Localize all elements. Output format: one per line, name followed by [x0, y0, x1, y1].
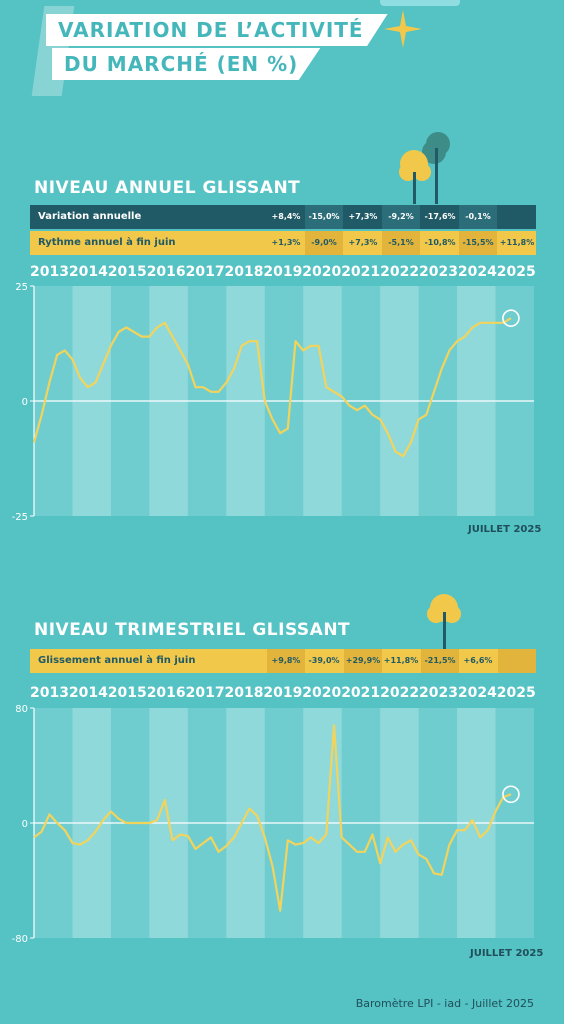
quarterly-year-label: 2016: [146, 685, 186, 701]
annual-section-title: NIVEAU ANNUEL GLISSANT: [34, 178, 301, 198]
credit-footer: Baromètre LPI - iad - Juillet 2025: [355, 997, 534, 1010]
annual-year-label: 2022: [380, 264, 420, 280]
annual-variation-2020: -15,0%: [305, 205, 343, 229]
quarterly-year-label: 2014: [68, 685, 108, 701]
annual-year-label: 2025: [496, 264, 536, 280]
annual-variation-2024: -0,1%: [459, 205, 497, 229]
annual-y-tick-label: 0: [22, 397, 28, 408]
trees-icon: [399, 132, 450, 204]
annual-year-label: 2015: [107, 264, 147, 280]
annual-row-rythme-label: Rythme annuel à fin juin: [38, 237, 176, 248]
annual-rythme-2021: +7,3%: [348, 238, 378, 247]
quarterly-value-2023: -21,5%: [421, 649, 459, 673]
top-accent-bar: [380, 0, 460, 6]
annual-year-label: 2014: [68, 264, 108, 280]
quarterly-year-label: 2022: [380, 685, 420, 701]
quarterly-year-band: [380, 708, 419, 938]
annual-rythme-2019: +1,3%: [271, 238, 301, 247]
annual-year-band: [457, 286, 496, 516]
quarterly-year-label: 2017: [185, 685, 225, 701]
annual-date-note: JUILLET 2025: [468, 524, 542, 535]
annual-rythme-2020: -9,0%: [305, 231, 343, 255]
annual-year-band: [380, 286, 419, 516]
annual-years-row: 2013 2014 2015 2016 2017 2018 2019 2020 2021 2022…: [30, 260, 536, 284]
quarterly-year-label: 2023: [419, 685, 458, 701]
quarterly-year-label: 2025: [496, 685, 536, 701]
annual-variation-2023: -17,6%: [424, 212, 456, 221]
annual-y-tick-label: -25: [12, 512, 28, 523]
annual-variation-2025: [498, 205, 536, 229]
annual-rythme-2022: -5,1%: [382, 231, 420, 255]
quarterly-year-label: 2018: [224, 685, 264, 701]
annual-variation-2019: +8,4%: [271, 212, 301, 221]
annual-year-label: 2020: [302, 264, 342, 280]
title-line-1: VARIATION DE L’ACTIVITÉ: [46, 14, 388, 46]
quarterly-year-band: [226, 708, 265, 938]
quarterly-year-band: [72, 708, 111, 938]
annual-plot-area: [34, 286, 534, 516]
quarterly-years-row: 2013 2014 2015 2016 2017 2018 2019 2020 2021 2022…: [30, 681, 536, 705]
quarterly-value-2025: [498, 649, 536, 673]
annual-variation-2021: +7,3%: [348, 212, 378, 221]
annual-year-label: 2023: [419, 264, 458, 280]
annual-row-variation-label: Variation annuelle: [38, 211, 142, 222]
annual-year-band: [303, 286, 342, 516]
quarterly-value-2019: +9,8%: [267, 649, 305, 673]
quarterly-value-2020: -39,0%: [308, 656, 340, 665]
annual-year-label: 2013: [30, 264, 69, 280]
annual-rythme-2024: -15,5%: [459, 231, 497, 255]
quarterly-section-title: NIVEAU TRIMESTRIEL GLISSANT: [34, 620, 351, 640]
annual-rythme-2025: +11,8%: [499, 238, 535, 247]
quarterly-last-point-marker: [502, 785, 520, 804]
quarterly-row-glissement: Glissement annuel à fin juin +9,8% -39,0…: [30, 649, 536, 673]
annual-last-point-marker: [502, 309, 520, 328]
quarterly-year-label: 2013: [30, 685, 69, 701]
quarterly-year-label: 2019: [263, 685, 303, 701]
annual-year-label: 2021: [341, 264, 381, 280]
quarterly-row-label: Glissement annuel à fin juin: [38, 655, 196, 666]
quarterly-year-label: 2021: [341, 685, 381, 701]
quarterly-year-band: [149, 708, 188, 938]
quarterly-y-tick-label: -80: [12, 934, 28, 945]
annual-year-label: 2018: [224, 264, 264, 280]
quarterly-value-2024: +6,6%: [463, 656, 493, 665]
quarterly-value-2022: +11,8%: [383, 656, 419, 665]
annual-year-band: [149, 286, 188, 516]
annual-year-band: [72, 286, 111, 516]
annual-rythme-2023: -10,8%: [424, 238, 456, 247]
title-line-2: DU MARCHÉ (EN %): [52, 48, 321, 80]
sparkle-icon: [384, 10, 422, 48]
quarterly-y-tick-label: 80: [15, 704, 28, 715]
annual-row-variation: Variation annuelle +8,4% -15,0% +7,3% -9…: [30, 205, 536, 229]
quarterly-year-band: [457, 708, 496, 938]
annual-year-label: 2019: [263, 264, 303, 280]
annual-y-tick-label: 25: [15, 282, 28, 293]
quarterly-y-tick-label: 0: [22, 819, 28, 830]
quarterly-date-note: JUILLET 2025: [470, 948, 544, 959]
annual-row-rythme: Rythme annuel à fin juin +1,3% -9,0% +7,…: [30, 231, 536, 255]
annual-year-label: 2016: [146, 264, 186, 280]
quarterly-series-line: [33, 724, 512, 912]
annual-series-line: [32, 317, 512, 458]
annual-year-band: [226, 286, 265, 516]
quarterly-year-label: 2024: [457, 685, 497, 701]
annual-year-label: 2024: [457, 264, 497, 280]
tree-icon: [427, 594, 461, 650]
quarterly-value-2021: +29,9%: [344, 649, 382, 673]
quarterly-plot-area: [34, 708, 534, 938]
annual-year-label: 2017: [185, 264, 225, 280]
quarterly-year-band: [303, 708, 342, 938]
quarterly-year-label: 2020: [302, 685, 342, 701]
annual-variation-2022: -9,2%: [382, 205, 420, 229]
quarterly-year-label: 2015: [107, 685, 147, 701]
